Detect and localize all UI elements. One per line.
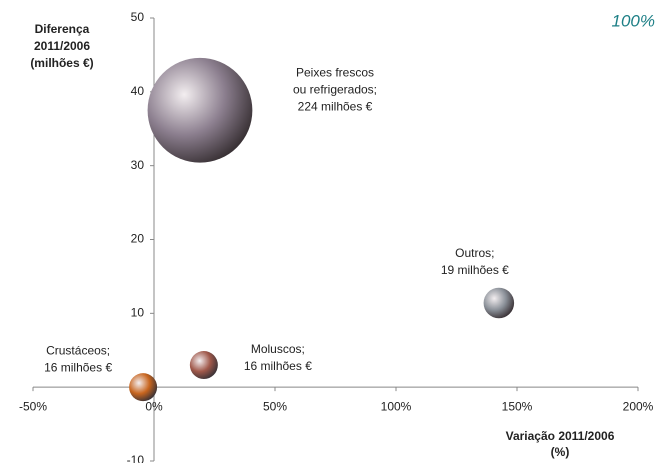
- data-label: ou refrigerados;: [293, 82, 377, 96]
- data-label: 16 milhões €: [244, 359, 312, 373]
- data-label: 16 milhões €: [44, 360, 112, 374]
- bubble: [148, 58, 253, 163]
- y-axis-title: (milhões €): [30, 56, 93, 70]
- data-label: Crustáceos;: [46, 343, 110, 357]
- y-tick-label: -10: [127, 453, 145, 463]
- bubble: [190, 351, 218, 379]
- data-label: 19 milhões €: [441, 263, 509, 277]
- chart: 100% Diferença 2011/2006 (milhões €) Var…: [0, 0, 662, 463]
- x-tick-label: 50%: [263, 399, 287, 413]
- x-tick-label: -50%: [19, 399, 47, 413]
- zoom-label: 100%: [612, 11, 655, 30]
- x-tick-label: 0%: [145, 399, 163, 413]
- y-tick-label: 10: [131, 306, 145, 320]
- data-label: Moluscos;: [251, 342, 305, 356]
- x-tick-label: 100%: [381, 399, 412, 413]
- y-tick-label: 40: [131, 84, 145, 98]
- y-axis-title: Diferença: [35, 22, 90, 36]
- y-tick-label: 20: [131, 232, 145, 246]
- y-tick-label: 30: [131, 158, 145, 172]
- y-tick-label: 50: [131, 10, 145, 24]
- x-tick-label: 200%: [623, 399, 654, 413]
- data-label: 224 milhões €: [298, 99, 373, 113]
- bubble: [129, 373, 157, 401]
- bubble: [484, 288, 515, 319]
- data-label: Peixes frescos: [296, 65, 374, 79]
- data-label: Outros;: [455, 246, 494, 260]
- x-tick-label: 150%: [502, 399, 533, 413]
- x-axis-title: Variação 2011/2006: [506, 429, 615, 443]
- y-axis-title: 2011/2006: [34, 39, 90, 53]
- x-axis-title: (%): [551, 445, 570, 459]
